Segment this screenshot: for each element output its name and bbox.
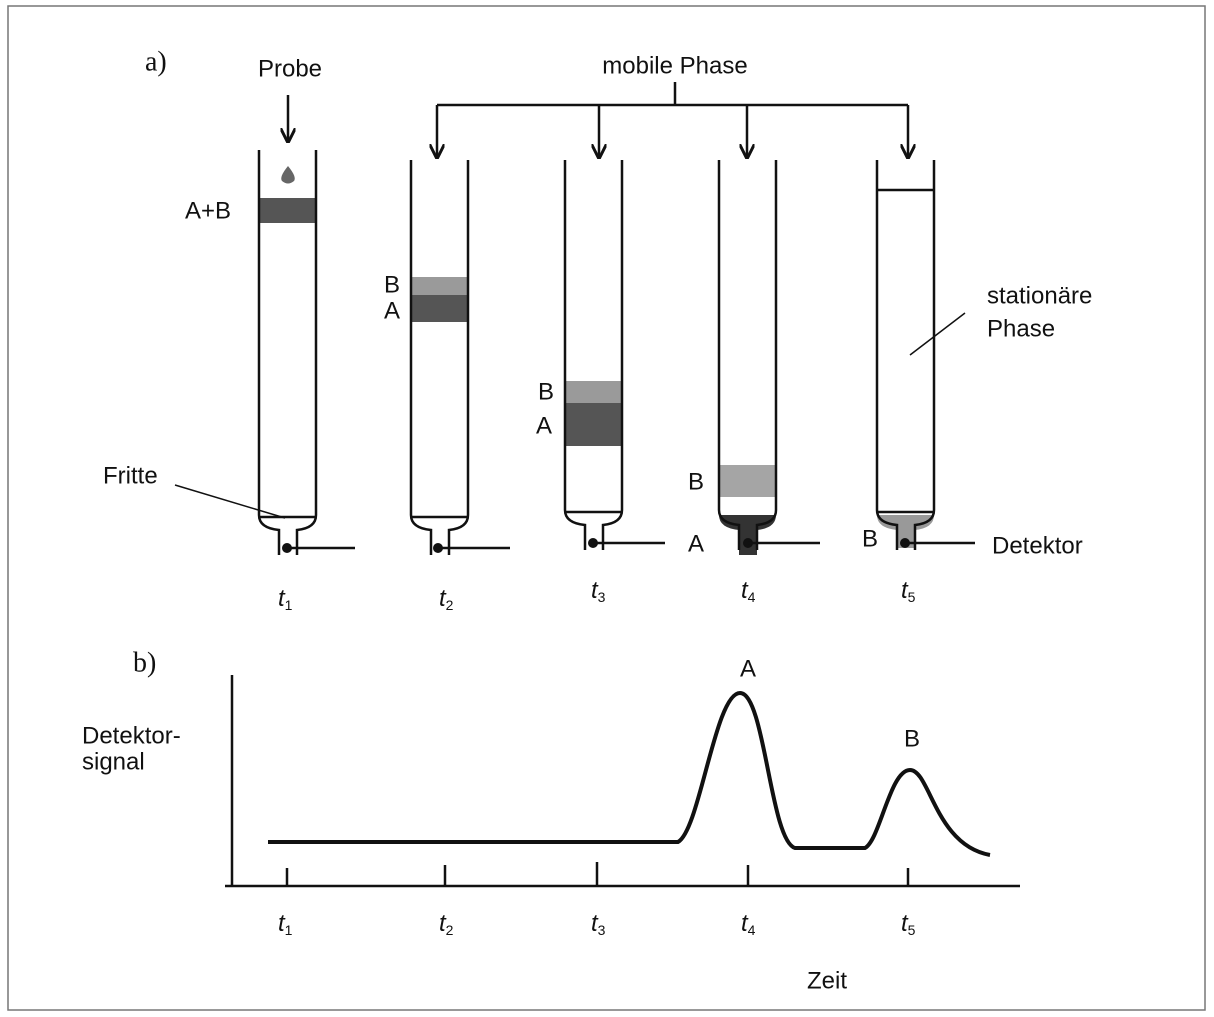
time-symbol: t xyxy=(439,585,447,612)
x-ticks xyxy=(285,862,910,886)
band-label: B xyxy=(688,468,704,495)
stationary-phase-label: stationäre xyxy=(987,282,1092,309)
column xyxy=(717,160,778,550)
time-symbol: t xyxy=(901,577,909,604)
column-times: t1 t2 t3 t4 t5 xyxy=(278,577,916,612)
band-label: B xyxy=(538,378,554,405)
drop xyxy=(281,166,295,184)
time-symbol: t xyxy=(591,577,599,604)
band-b xyxy=(411,277,468,295)
time-index: 4 xyxy=(748,589,756,605)
y-axis-label: Detektor- xyxy=(82,722,181,749)
mobile-phase-label: mobile Phase xyxy=(602,52,747,79)
band-a xyxy=(565,403,622,446)
time-index: 3 xyxy=(598,589,606,605)
time-index: 5 xyxy=(908,922,916,938)
panel-label: a) xyxy=(145,46,167,77)
time-symbol: t xyxy=(741,910,749,937)
time-label: t4 xyxy=(741,577,756,604)
tick-label: t5 xyxy=(901,910,916,937)
frame xyxy=(7,5,1206,1011)
y-axis-label: signal xyxy=(82,748,145,775)
peak-label: A xyxy=(740,655,756,682)
stationary-phase-label: Phase xyxy=(987,315,1055,342)
time-label: t2 xyxy=(439,585,454,612)
time-index: 2 xyxy=(446,597,454,613)
time-index: 2 xyxy=(446,922,454,938)
detector-label: Detektor xyxy=(992,532,1083,559)
band-ab xyxy=(259,198,316,223)
band-label: A xyxy=(688,530,704,557)
time-label: t1 xyxy=(278,585,293,612)
band-b xyxy=(565,381,622,403)
time-label: t5 xyxy=(901,577,916,604)
sample-label: Probe xyxy=(258,55,322,82)
mobile-phase-bracket xyxy=(437,82,908,107)
time-index: 3 xyxy=(598,922,606,938)
band-label: B xyxy=(384,271,400,298)
stationary-pointer xyxy=(909,312,966,356)
tick-label: t4 xyxy=(741,910,756,937)
band-label: A xyxy=(384,297,400,324)
panel-label: b) xyxy=(133,647,156,678)
time-label: t3 xyxy=(591,577,606,604)
time-index: 4 xyxy=(748,922,756,938)
axes xyxy=(225,675,1020,888)
tick-label: t1 xyxy=(278,910,293,937)
time-symbol: t xyxy=(741,577,749,604)
time-symbol: t xyxy=(591,910,599,937)
chromatogram xyxy=(268,690,991,857)
time-symbol: t xyxy=(901,910,909,937)
band-a xyxy=(411,295,468,322)
peak-label: B xyxy=(904,725,920,752)
tick-label: t2 xyxy=(439,910,454,937)
columns xyxy=(257,150,936,555)
time-index: 1 xyxy=(285,597,293,613)
band-label: B xyxy=(862,525,878,552)
time-index: 5 xyxy=(908,589,916,605)
x-axis-label: Zeit xyxy=(807,967,847,994)
column xyxy=(409,160,470,555)
column xyxy=(563,160,624,550)
time-symbol: t xyxy=(278,585,286,612)
detectors xyxy=(282,538,975,553)
time-symbol: t xyxy=(278,910,286,937)
band-label: A+B xyxy=(185,197,231,224)
column xyxy=(875,160,936,550)
time-symbol: t xyxy=(439,910,447,937)
column xyxy=(257,150,318,555)
frit-label: Fritte xyxy=(103,462,158,489)
tick-label: t3 xyxy=(591,910,606,937)
band-label: A xyxy=(536,412,552,439)
x-tick-labels: t1 t2 t3 t4 t5 xyxy=(278,910,916,937)
band-b xyxy=(719,465,776,497)
frit-pointer xyxy=(174,484,286,519)
time-index: 1 xyxy=(285,922,293,938)
mobile-phase-arrows xyxy=(437,105,908,156)
